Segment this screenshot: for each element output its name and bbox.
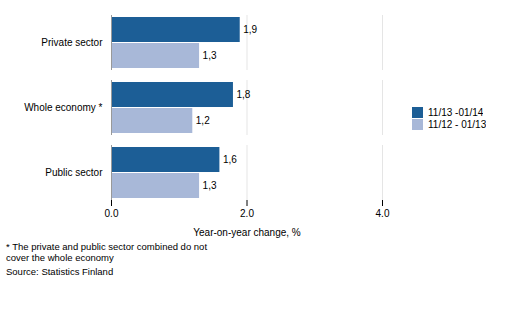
svg-text:1,2: 1,2	[196, 115, 210, 126]
svg-text:Year-on-year change, %: Year-on-year change, %	[193, 227, 301, 238]
svg-text:2.0: 2.0	[240, 208, 254, 219]
svg-text:1,3: 1,3	[203, 50, 217, 61]
svg-text:0.0: 0.0	[105, 208, 119, 219]
svg-text:Public sector: Public sector	[45, 167, 103, 178]
svg-text:Private sector: Private sector	[41, 37, 103, 48]
svg-text:1,9: 1,9	[243, 24, 257, 35]
svg-text:1,8: 1,8	[236, 89, 250, 100]
html-text:11/13 -01/14: 11/13 -01/14	[428, 107, 484, 118]
svg-text:4.0: 4.0	[376, 208, 390, 219]
svg-text:1,6: 1,6	[223, 154, 237, 165]
html-text:11/12 - 01/13: 11/12 - 01/13	[428, 119, 487, 130]
svg-text:1,3: 1,3	[203, 180, 217, 191]
html-text:* The private and public secto: * The private and public sector combined…	[6, 241, 207, 264]
html-text:Source: Statistics Finland: Source: Statistics Finland	[6, 265, 114, 277]
svg-text:Whole economy *: Whole economy *	[24, 102, 102, 113]
